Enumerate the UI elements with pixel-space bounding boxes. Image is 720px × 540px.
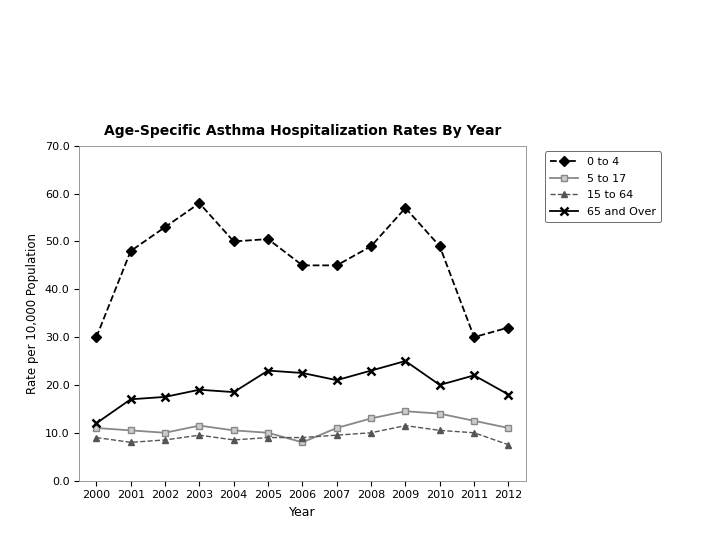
Y-axis label: Rate per 10,000 Population: Rate per 10,000 Population — [26, 233, 39, 394]
Line: 15 to 64: 15 to 64 — [93, 422, 512, 448]
15 to 64 — [264, 434, 272, 441]
15 to 64 — [161, 437, 169, 443]
0 to 4 — [469, 334, 478, 340]
Line: 65 and Over: 65 and Over — [92, 357, 513, 427]
15 to 64 — [333, 432, 341, 438]
5 to 17 — [127, 427, 135, 434]
65 and Over — [264, 367, 272, 374]
Text: Hospitalization Rates: Hospitalization Rates — [11, 39, 346, 68]
5 to 17 — [333, 425, 341, 431]
0 to 4 — [504, 325, 513, 331]
65 and Over — [92, 420, 101, 427]
15 to 64 — [92, 434, 101, 441]
0 to 4 — [127, 248, 135, 254]
65 and Over — [195, 387, 204, 393]
X-axis label: Year: Year — [289, 506, 315, 519]
65 and Over — [469, 372, 478, 379]
5 to 17 — [92, 425, 101, 431]
65 and Over — [230, 389, 238, 395]
0 to 4 — [436, 243, 444, 249]
0 to 4 — [264, 236, 272, 242]
65 and Over — [333, 377, 341, 383]
15 to 64 — [469, 429, 478, 436]
65 and Over — [401, 358, 410, 365]
0 to 4 — [230, 238, 238, 245]
5 to 17 — [230, 427, 238, 434]
5 to 17 — [195, 422, 204, 429]
0 to 4 — [366, 243, 375, 249]
15 to 64 — [195, 432, 204, 438]
65 and Over — [298, 370, 307, 376]
0 to 4 — [92, 334, 101, 340]
5 to 17 — [366, 415, 375, 422]
15 to 64 — [298, 434, 307, 441]
15 to 64 — [436, 427, 444, 434]
0 to 4 — [401, 205, 410, 211]
65 and Over — [366, 367, 375, 374]
65 and Over — [504, 392, 513, 398]
65 and Over — [436, 382, 444, 388]
65 and Over — [127, 396, 135, 402]
Legend: 0 to 4, 5 to 17, 15 to 64, 65 and Over: 0 to 4, 5 to 17, 15 to 64, 65 and Over — [544, 151, 662, 222]
0 to 4 — [161, 224, 169, 231]
15 to 64 — [366, 429, 375, 436]
0 to 4 — [333, 262, 341, 268]
Line: 5 to 17: 5 to 17 — [93, 408, 512, 446]
5 to 17 — [436, 410, 444, 417]
0 to 4 — [195, 200, 204, 206]
Title: Age-Specific Asthma Hospitalization Rates By Year: Age-Specific Asthma Hospitalization Rate… — [104, 124, 501, 138]
5 to 17 — [161, 429, 169, 436]
65 and Over — [161, 394, 169, 400]
15 to 64 — [127, 439, 135, 446]
Line: 0 to 4: 0 to 4 — [93, 200, 512, 341]
15 to 64 — [230, 437, 238, 443]
15 to 64 — [401, 422, 410, 429]
5 to 17 — [401, 408, 410, 415]
0 to 4 — [298, 262, 307, 268]
5 to 17 — [264, 429, 272, 436]
5 to 17 — [298, 439, 307, 446]
5 to 17 — [504, 425, 513, 431]
5 to 17 — [469, 417, 478, 424]
15 to 64 — [504, 442, 513, 448]
